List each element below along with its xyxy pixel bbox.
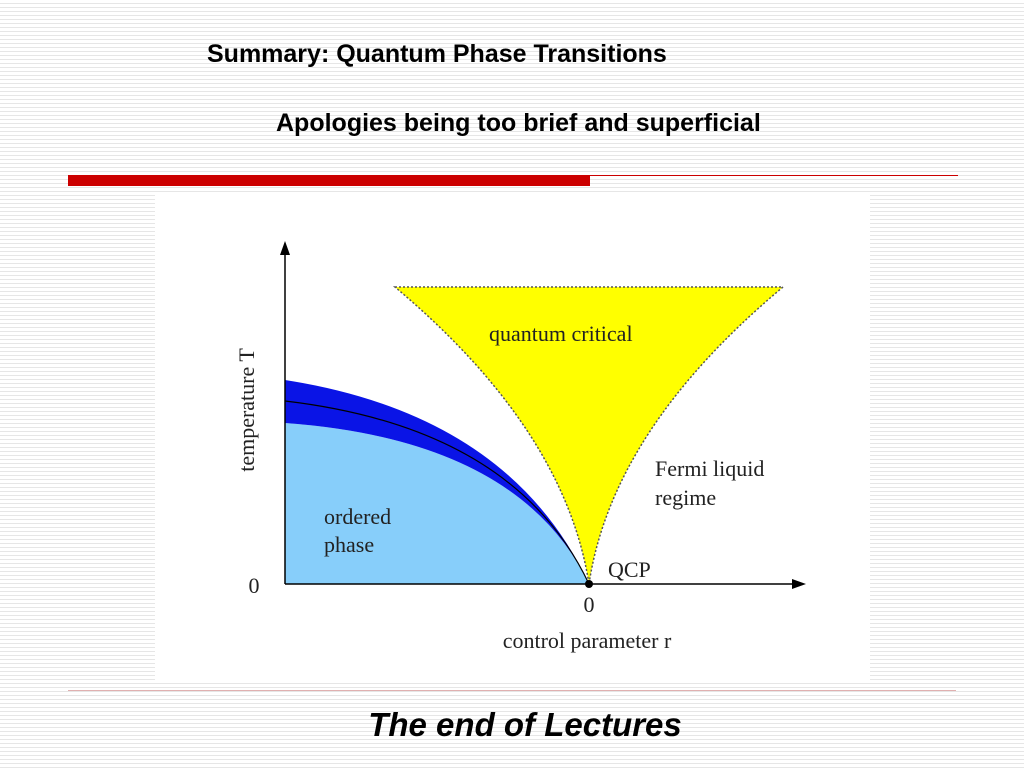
region-label: quantum critical [489,321,633,346]
crossover-band [285,380,589,584]
y-origin: 0 [249,573,260,598]
region-label: ordered [324,504,391,529]
x-axis-label: control parameter r [503,628,672,653]
region-label: regime [655,485,716,510]
quantum-critical-region [392,286,786,585]
qcp-label: QCP [608,557,651,582]
region-label: phase [324,532,374,557]
region-label: Fermi liquid [655,456,764,481]
slide-title: Summary: Quantum Phase Transitions [207,40,667,68]
footer-text: The end of Lectures [368,706,682,743]
y-axis-label: temperature T [234,348,259,472]
x-arrow [792,579,806,589]
x-origin: 0 [584,592,595,617]
qcp-point [585,580,593,588]
slide-subtitle: Apologies being too brief and superficia… [276,109,761,137]
red-line [590,175,958,176]
y-arrow [280,241,290,255]
transition-line [284,400,590,585]
ordered-region [285,423,589,584]
bottom-line [68,690,956,691]
red-bar [68,175,590,186]
diagram-panel [155,195,870,680]
